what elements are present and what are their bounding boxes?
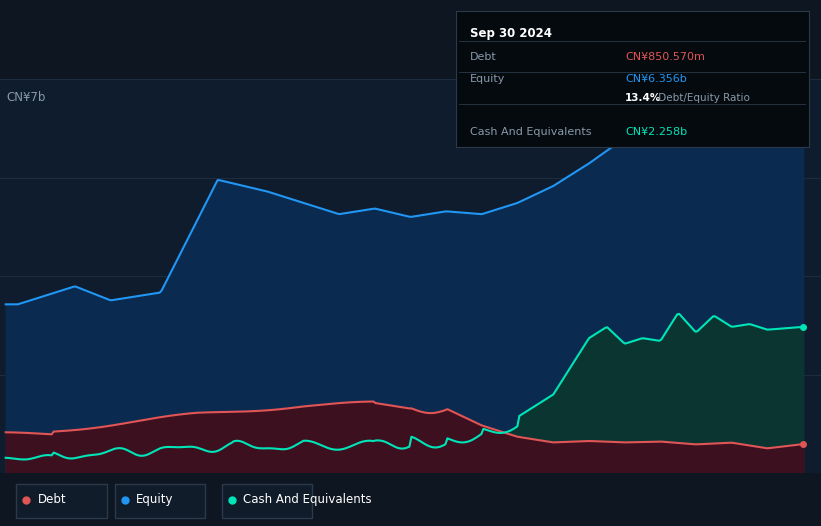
- Text: Debt/Equity Ratio: Debt/Equity Ratio: [655, 93, 750, 103]
- Text: CN¥2.258b: CN¥2.258b: [625, 127, 687, 137]
- Text: CN¥7b: CN¥7b: [7, 91, 46, 104]
- Text: CN¥6.356b: CN¥6.356b: [625, 74, 687, 84]
- Text: Equity: Equity: [470, 74, 505, 84]
- Text: Sep 30 2024: Sep 30 2024: [470, 27, 552, 40]
- Text: Cash And Equivalents: Cash And Equivalents: [470, 127, 591, 137]
- Text: Equity: Equity: [136, 493, 174, 506]
- Text: CN¥850.570m: CN¥850.570m: [625, 52, 705, 62]
- Text: Cash And Equivalents: Cash And Equivalents: [243, 493, 372, 506]
- Text: Debt: Debt: [38, 493, 67, 506]
- Text: 13.4%: 13.4%: [625, 93, 662, 103]
- FancyBboxPatch shape: [16, 484, 107, 518]
- Text: CN¥0: CN¥0: [7, 449, 39, 462]
- Text: Debt: Debt: [470, 52, 497, 62]
- FancyBboxPatch shape: [115, 484, 205, 518]
- FancyBboxPatch shape: [222, 484, 312, 518]
